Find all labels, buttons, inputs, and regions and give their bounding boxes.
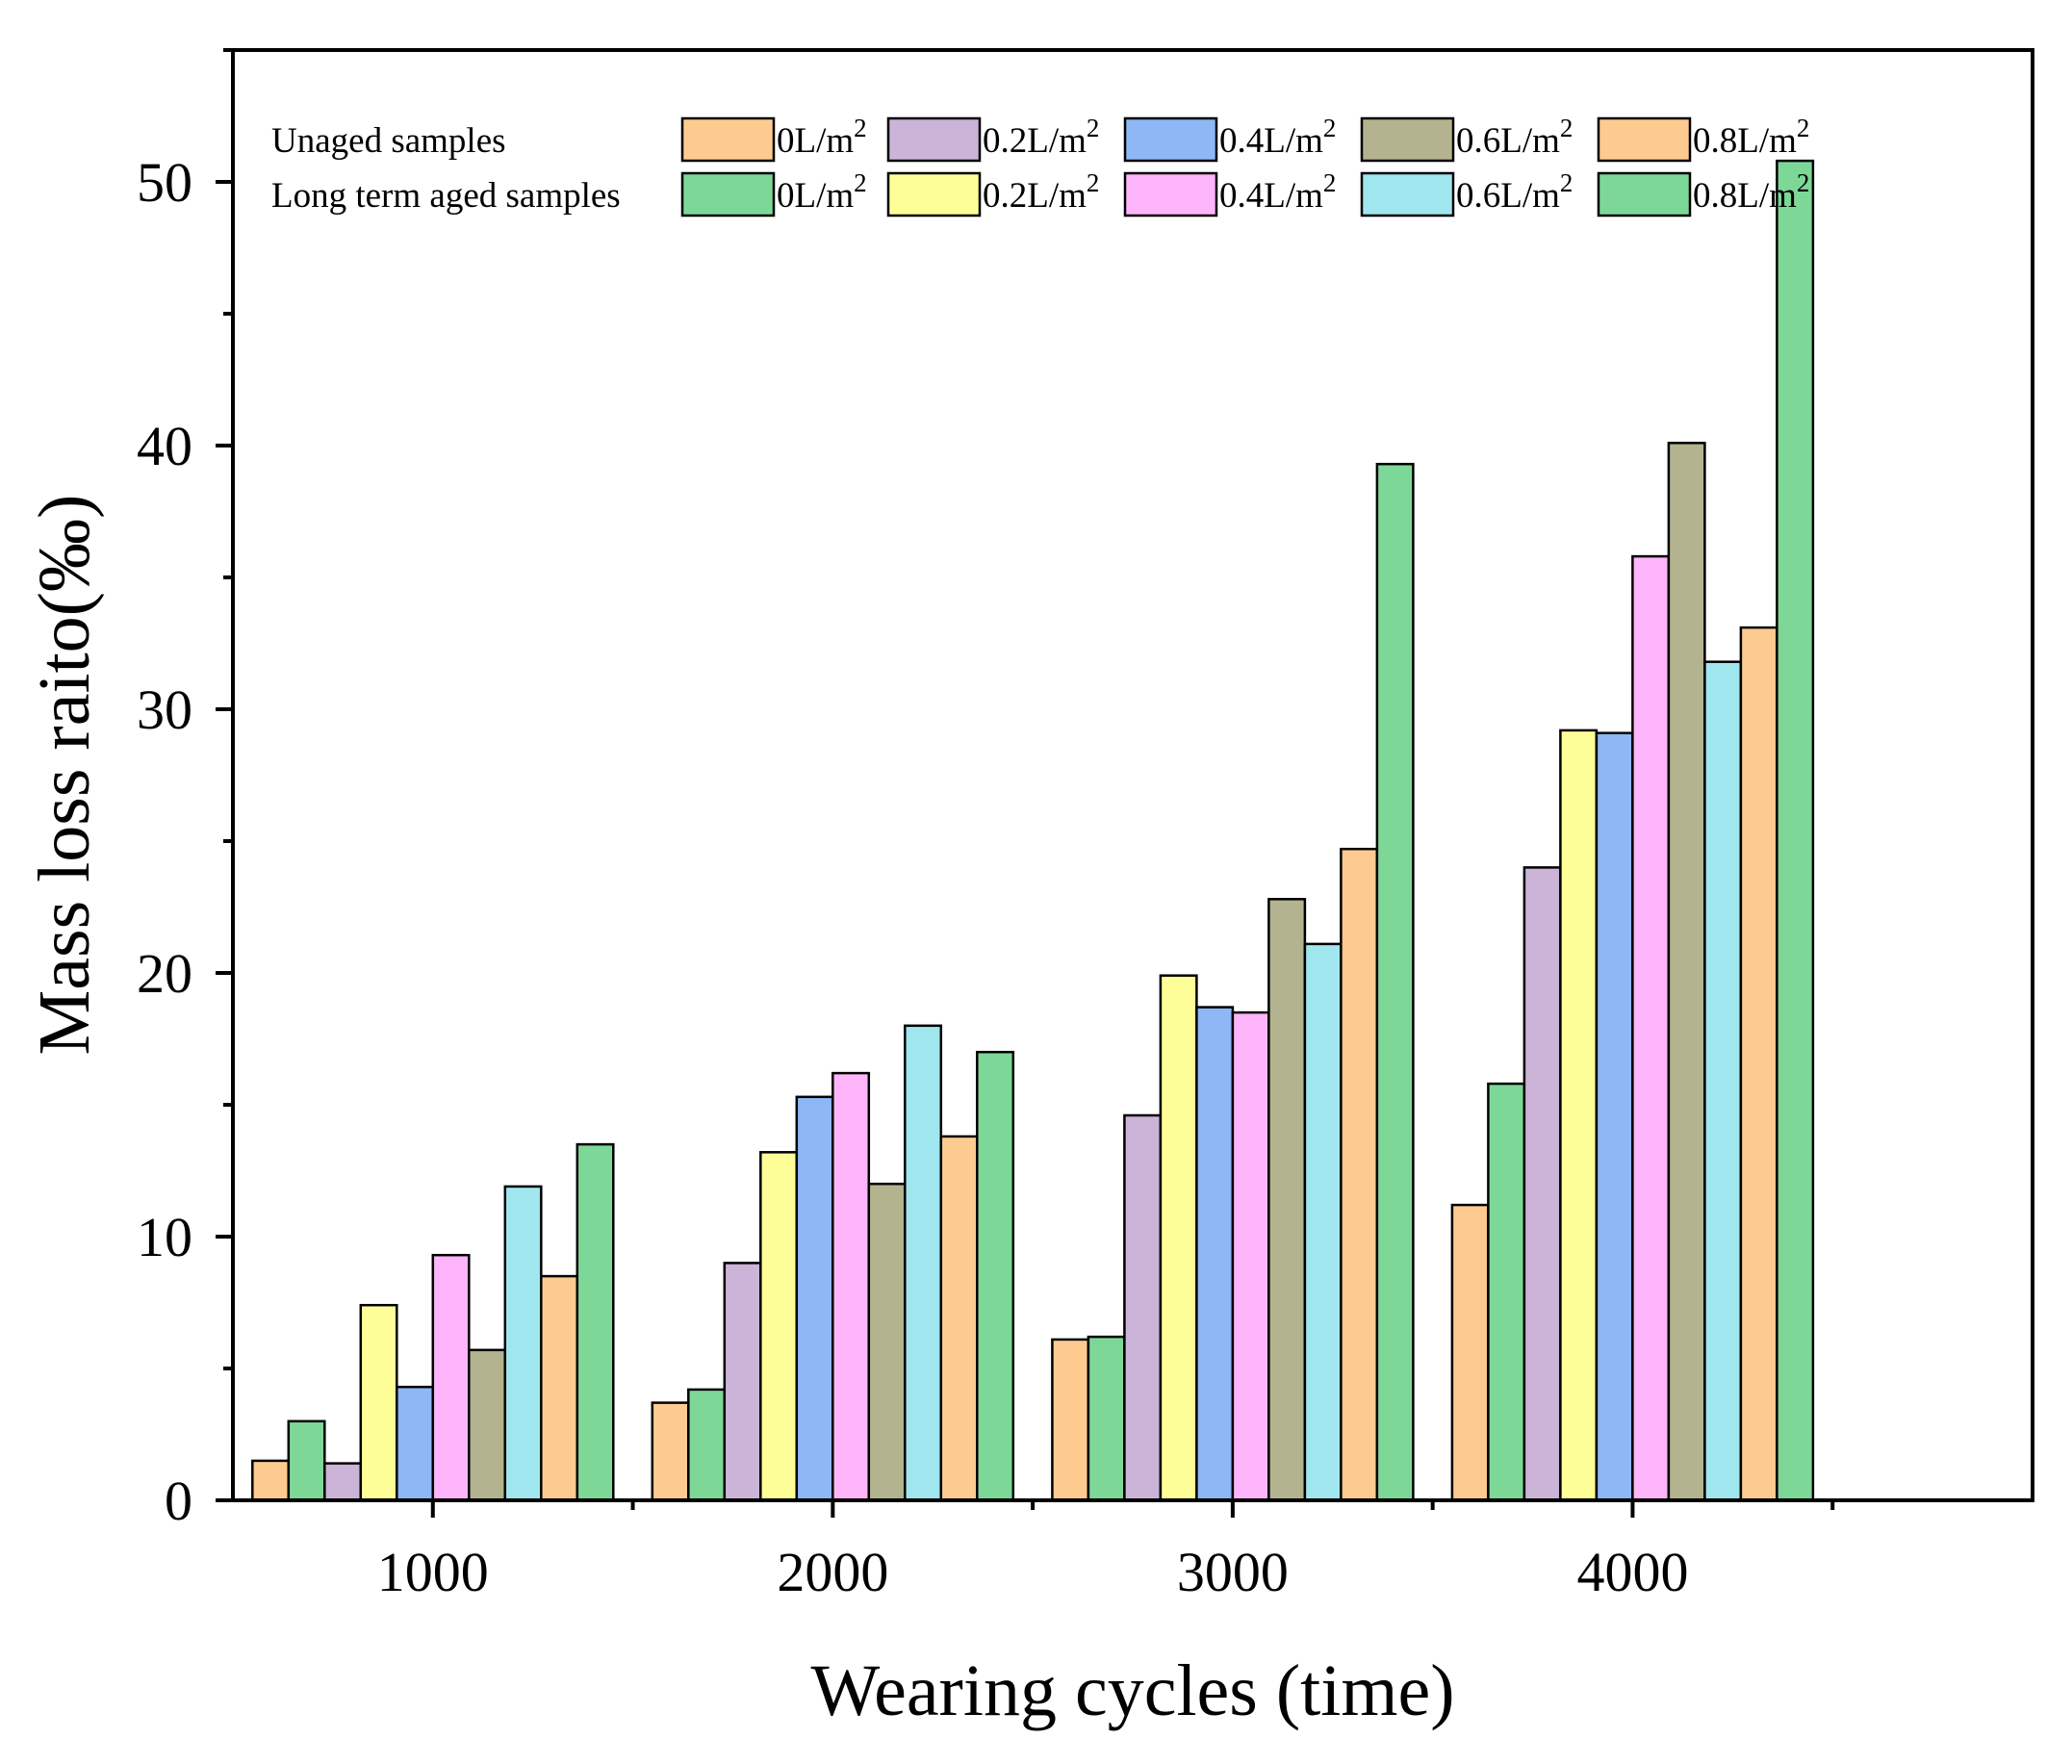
legend-swatch — [1360, 116, 1455, 163]
y-tick-label: 10 — [137, 1206, 192, 1268]
bar — [431, 1253, 471, 1502]
legend-swatch — [1123, 116, 1218, 163]
legend-swatch — [680, 116, 776, 163]
legend-label: 0.8L/m2 — [1693, 114, 1809, 161]
legend-label: 0.6L/m2 — [1456, 168, 1573, 216]
legend-swatch — [680, 171, 776, 217]
bar — [359, 1303, 398, 1502]
bar — [468, 1348, 507, 1502]
y-tick-label: 0 — [165, 1470, 192, 1532]
bar — [723, 1262, 762, 1502]
bar — [939, 1135, 979, 1502]
bar — [503, 1185, 543, 1502]
bar — [976, 1050, 1015, 1502]
x-tick-label: 4000 — [1576, 1541, 1688, 1603]
bar — [1123, 1113, 1163, 1502]
bar — [1303, 942, 1343, 1502]
bar — [831, 1071, 871, 1502]
x-axis-label: Wearing cycles (time) — [810, 1650, 1454, 1731]
axes-layer: 0 10 20 30 40 50 1000 2000 3000 4000 — [137, 48, 1835, 1603]
legend-swatch — [886, 116, 982, 163]
bar — [1340, 847, 1379, 1502]
y-tick-label: 50 — [137, 151, 192, 214]
bar — [1522, 866, 1562, 1502]
bar — [759, 1151, 799, 1502]
bar — [1739, 626, 1778, 1502]
bar — [1231, 1010, 1270, 1502]
bar — [1595, 731, 1634, 1502]
x-tick-label: 2000 — [777, 1541, 888, 1603]
legend-label: 0.4L/m2 — [1219, 168, 1336, 216]
bar — [1487, 1082, 1526, 1502]
bar — [1667, 442, 1706, 1502]
bar — [323, 1462, 363, 1502]
bar — [1450, 1203, 1490, 1502]
bar — [1267, 898, 1307, 1502]
bar — [251, 1459, 291, 1502]
bar — [396, 1385, 435, 1502]
legend-swatch — [1360, 171, 1455, 217]
y-axis-label: Mass loss raito(‰) — [24, 495, 105, 1056]
legend-label: 0.8L/m2 — [1693, 168, 1809, 216]
legend-swatch — [1597, 116, 1692, 163]
legend-label: 0L/m2 — [777, 168, 867, 216]
x-tick-label: 1000 — [377, 1541, 489, 1603]
bar — [1559, 729, 1599, 1502]
bar — [867, 1182, 907, 1502]
bar — [576, 1142, 615, 1502]
legend-label: 0.2L/m2 — [983, 114, 1099, 161]
legend-label: 0L/m2 — [777, 114, 867, 161]
legend-label: 0.4L/m2 — [1219, 114, 1336, 161]
bar — [1195, 1006, 1235, 1502]
bar — [1703, 660, 1743, 1502]
bar — [1375, 462, 1415, 1502]
legend-group-label: Unaged samples — [271, 121, 506, 161]
legend-group-label: Long term aged samples — [271, 176, 621, 216]
bar — [287, 1419, 326, 1502]
bar — [540, 1274, 579, 1502]
legend-label: 0.2L/m2 — [983, 168, 1099, 216]
legend-swatch — [1597, 171, 1692, 217]
legend-swatch — [1123, 171, 1218, 217]
bars-layer — [251, 159, 1815, 1502]
bar — [687, 1388, 727, 1502]
bar — [904, 1024, 943, 1502]
x-tick-label: 3000 — [1177, 1541, 1289, 1603]
y-tick-label: 40 — [137, 415, 192, 477]
bar — [1159, 974, 1198, 1502]
bar — [1087, 1335, 1126, 1502]
legend: Unaged samples Long term aged samples 0L/m… — [271, 114, 1809, 217]
bar — [1776, 159, 1815, 1502]
y-tick-label: 30 — [137, 678, 192, 741]
legend-label: 0.6L/m2 — [1456, 114, 1573, 161]
bar — [795, 1095, 834, 1502]
plot-frame — [231, 48, 2034, 1502]
bar — [651, 1401, 690, 1502]
y-tick-label: 20 — [137, 942, 192, 1005]
bar — [1051, 1338, 1090, 1502]
bar — [1631, 554, 1671, 1502]
legend-swatch — [886, 171, 982, 217]
